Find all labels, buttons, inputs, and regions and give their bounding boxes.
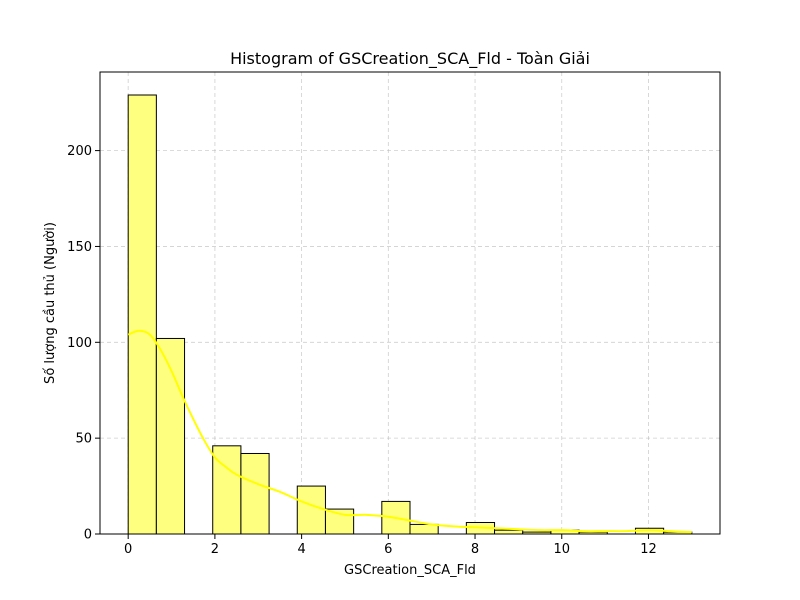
x-tick-label: 10 [553, 542, 570, 557]
y-tick-label: 0 [84, 528, 92, 543]
histogram-bar [127, 94, 157, 535]
chart-title: Histogram of GSCreation_SCA_Fld - Toàn G… [230, 49, 590, 69]
y-tick-label: 50 [75, 432, 92, 447]
plot-area-frame [99, 71, 721, 535]
histogram-bar [296, 485, 326, 535]
y-tick-label: 100 [67, 336, 92, 351]
y-tick-label: 150 [67, 240, 92, 255]
kde-curve [127, 329, 692, 534]
x-tick-label: 0 [124, 542, 132, 557]
y-axis-ticks: 0 50 100 150 200 [67, 144, 100, 543]
x-tick-label: 6 [384, 542, 392, 557]
histogram-bar [409, 523, 439, 535]
x-tick-label: 4 [297, 542, 305, 557]
y-axis-label: Số lượng cầu thủ (Người) [43, 222, 58, 384]
x-axis-label: GSCreation_SCA_Fld [344, 563, 476, 578]
histogram-bar [494, 529, 524, 535]
kde-curve-group [127, 329, 692, 534]
x-tick-label: 2 [211, 542, 219, 557]
histogram-bars [127, 94, 693, 535]
y-tick-label: 200 [67, 144, 92, 159]
x-tick-label: 8 [471, 542, 479, 557]
histogram-bar [240, 452, 270, 535]
x-tick-label: 12 [640, 542, 657, 557]
x-axis-ticks: 0 2 4 6 8 10 12 [124, 534, 657, 557]
